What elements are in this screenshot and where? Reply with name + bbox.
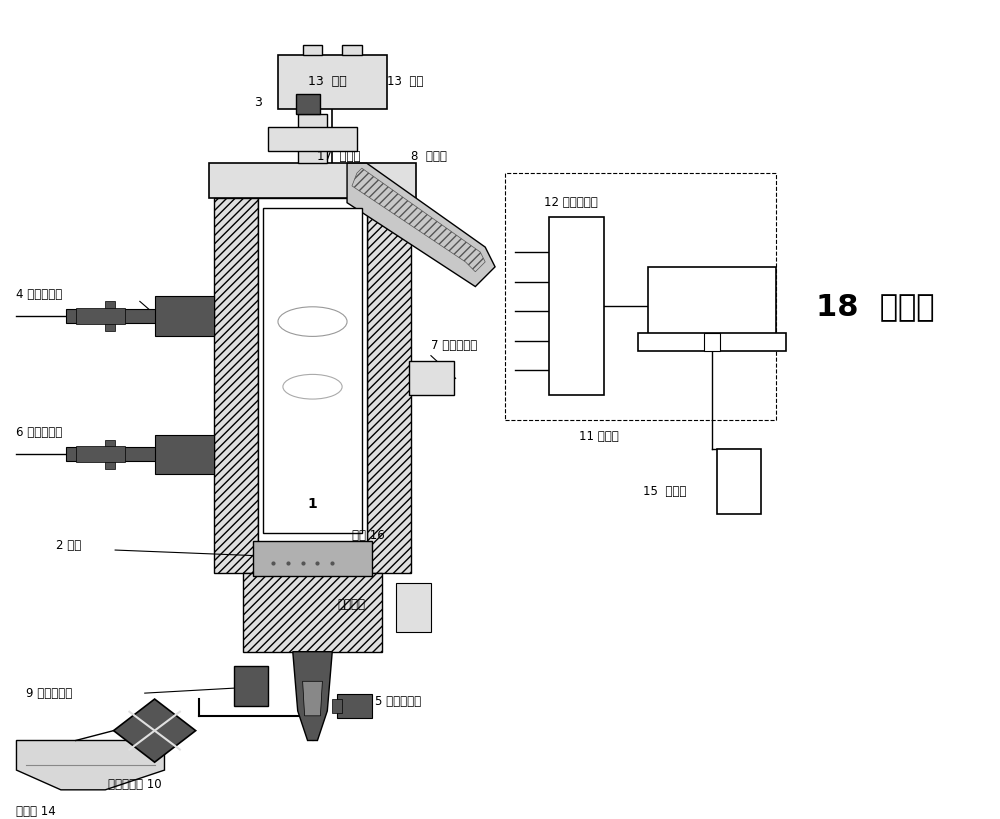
Text: 体积流量计 10: 体积流量计 10: [108, 778, 162, 791]
Polygon shape: [293, 652, 332, 740]
Bar: [337, 695, 372, 717]
Bar: [155, 435, 214, 474]
Bar: [278, 55, 387, 109]
Text: 15  控制器: 15 控制器: [643, 485, 686, 498]
Bar: [549, 218, 604, 395]
Text: 13  油轨: 13 油轨: [387, 75, 423, 88]
Text: 7 容积调节阀: 7 容积调节阀: [431, 339, 477, 352]
Bar: [268, 127, 357, 152]
Text: 5 压力传感器: 5 压力传感器: [375, 695, 421, 708]
Bar: [298, 114, 327, 163]
Text: 3: 3: [254, 96, 262, 109]
Bar: [263, 208, 362, 533]
Text: 柴油槽 14: 柴油槽 14: [16, 805, 56, 818]
Polygon shape: [114, 699, 196, 762]
Text: 8  安全阀: 8 安全阀: [411, 150, 447, 163]
Bar: [342, 45, 362, 55]
Bar: [367, 197, 411, 572]
Text: 12 数据采集卡: 12 数据采集卡: [544, 197, 598, 209]
Bar: [638, 333, 786, 351]
Bar: [396, 582, 431, 632]
Bar: [66, 310, 214, 323]
Bar: [243, 572, 382, 652]
Bar: [105, 301, 115, 331]
Bar: [253, 541, 372, 576]
Bar: [155, 296, 214, 336]
Text: 13  油轨: 13 油轨: [308, 75, 347, 88]
Bar: [296, 94, 320, 114]
Polygon shape: [16, 740, 164, 790]
Bar: [105, 440, 115, 469]
Text: 1: 1: [308, 496, 317, 511]
Bar: [505, 173, 776, 420]
Bar: [704, 333, 720, 351]
Text: 4 压力传感器: 4 压力传感器: [16, 288, 63, 301]
Text: 17  喷油嘴: 17 喷油嘴: [317, 150, 361, 163]
Bar: [76, 308, 125, 324]
Polygon shape: [347, 163, 495, 287]
Polygon shape: [303, 681, 322, 716]
Bar: [209, 163, 416, 197]
Bar: [332, 699, 342, 713]
Bar: [76, 446, 125, 462]
Bar: [214, 197, 258, 572]
Bar: [648, 267, 776, 336]
Bar: [66, 447, 214, 461]
Text: 底部缸体: 底部缸体: [337, 598, 365, 611]
Text: 2 孔板: 2 孔板: [56, 539, 81, 552]
Polygon shape: [234, 667, 268, 706]
Text: 9 高速卸料阀: 9 高速卸料阀: [26, 686, 73, 699]
Text: 11 外电路: 11 外电路: [579, 430, 619, 443]
Text: 6 温度传感器: 6 温度传感器: [16, 426, 63, 439]
Bar: [409, 360, 454, 395]
Bar: [717, 450, 761, 514]
Text: 螺栓 16: 螺栓 16: [352, 529, 385, 541]
Bar: [303, 45, 322, 55]
Text: 18  计算机: 18 计算机: [816, 292, 934, 321]
Bar: [258, 197, 367, 543]
